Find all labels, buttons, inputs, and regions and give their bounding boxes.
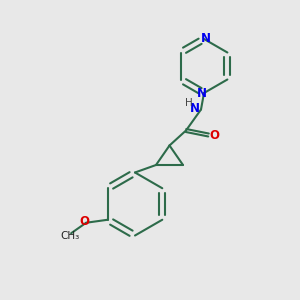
- Text: N: N: [189, 101, 200, 115]
- Text: O: O: [209, 129, 219, 142]
- Text: N: N: [197, 86, 207, 100]
- Text: CH₃: CH₃: [60, 231, 79, 241]
- Text: H: H: [184, 98, 192, 108]
- Text: O: O: [79, 215, 89, 228]
- Text: N: N: [201, 32, 211, 46]
